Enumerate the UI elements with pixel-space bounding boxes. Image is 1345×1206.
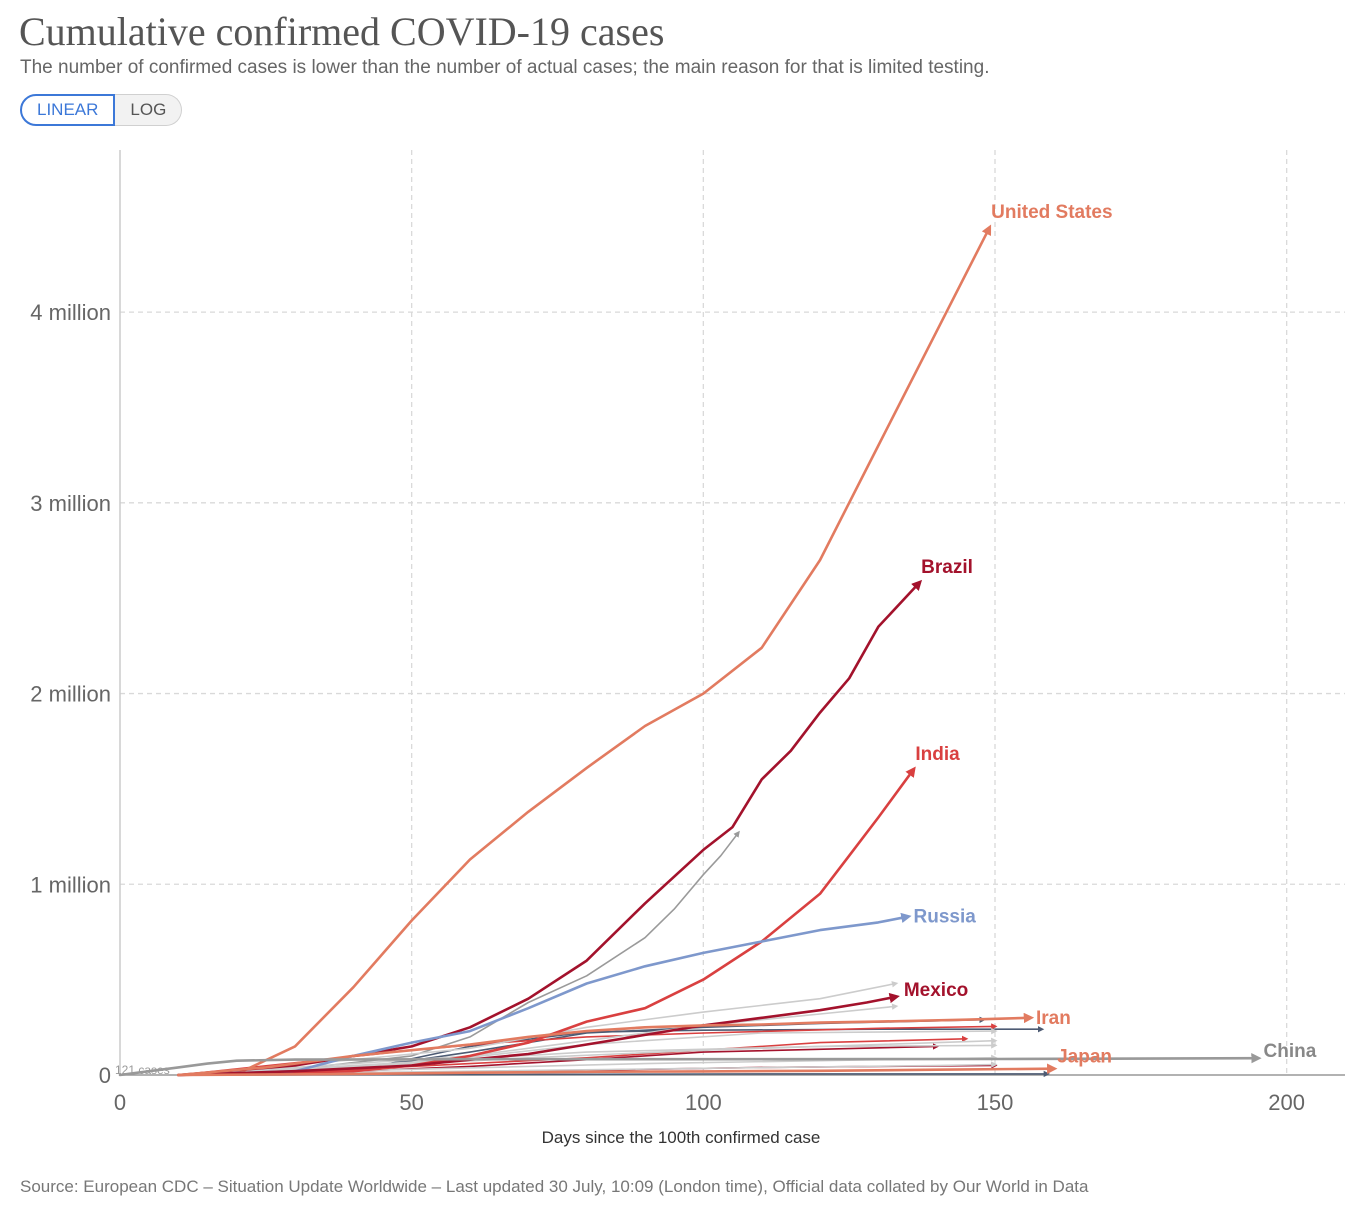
y-tick-label: 0 <box>99 1063 111 1088</box>
series-label-brazil: Brazil <box>921 557 973 578</box>
series-label-mexico: Mexico <box>904 980 968 1001</box>
line-chart: 0 1 million 2 million 3 million 4 million 0 50… <box>30 150 1345 1147</box>
x-axis-label: Days since the 100th confirmed case <box>542 1128 821 1147</box>
series-label-russia: Russia <box>914 907 977 928</box>
series-line-other <box>177 1042 998 1076</box>
series-label-china: China <box>1264 1041 1317 1062</box>
source-note: Source: European CDC – Situation Update … <box>20 1177 1089 1196</box>
series-label-iran: Iran <box>1036 1008 1071 1029</box>
series-line-other <box>177 1061 998 1076</box>
series-label-japan: Japan <box>1057 1047 1112 1068</box>
series-line-japan <box>177 1063 1058 1077</box>
linear-scale-button[interactable]: LINEAR <box>20 94 116 126</box>
x-tick-label: 0 <box>114 1090 126 1115</box>
x-tick-label: 150 <box>977 1090 1014 1115</box>
series-line-brazil <box>177 579 923 1077</box>
y-tick-label: 4 million <box>30 300 111 325</box>
y-tick-label: 1 million <box>30 872 111 897</box>
series-line-mexico <box>177 992 900 1077</box>
x-tick-label: 100 <box>685 1090 722 1115</box>
series-line-other <box>177 830 740 1076</box>
series-line-other <box>177 1003 899 1076</box>
y-tick-label: 2 million <box>30 682 111 707</box>
x-tick-label: 200 <box>1268 1090 1305 1115</box>
log-scale-button[interactable]: LOG <box>115 94 183 126</box>
chart-title: Cumulative confirmed COVID-19 cases <box>19 9 665 54</box>
series-label-united-states: United States <box>991 202 1112 223</box>
y-tick-label: 3 million <box>30 491 111 516</box>
series-line-iran <box>177 1012 1035 1077</box>
chart-subtitle: The number of confirmed cases is lower t… <box>20 57 990 78</box>
x-tick-label: 50 <box>399 1090 423 1115</box>
series-line-united-states <box>177 224 992 1077</box>
series-label-india: India <box>915 744 960 765</box>
series-line-china <box>118 1053 1262 1077</box>
scale-toggle: LINEAR LOG <box>20 94 183 126</box>
